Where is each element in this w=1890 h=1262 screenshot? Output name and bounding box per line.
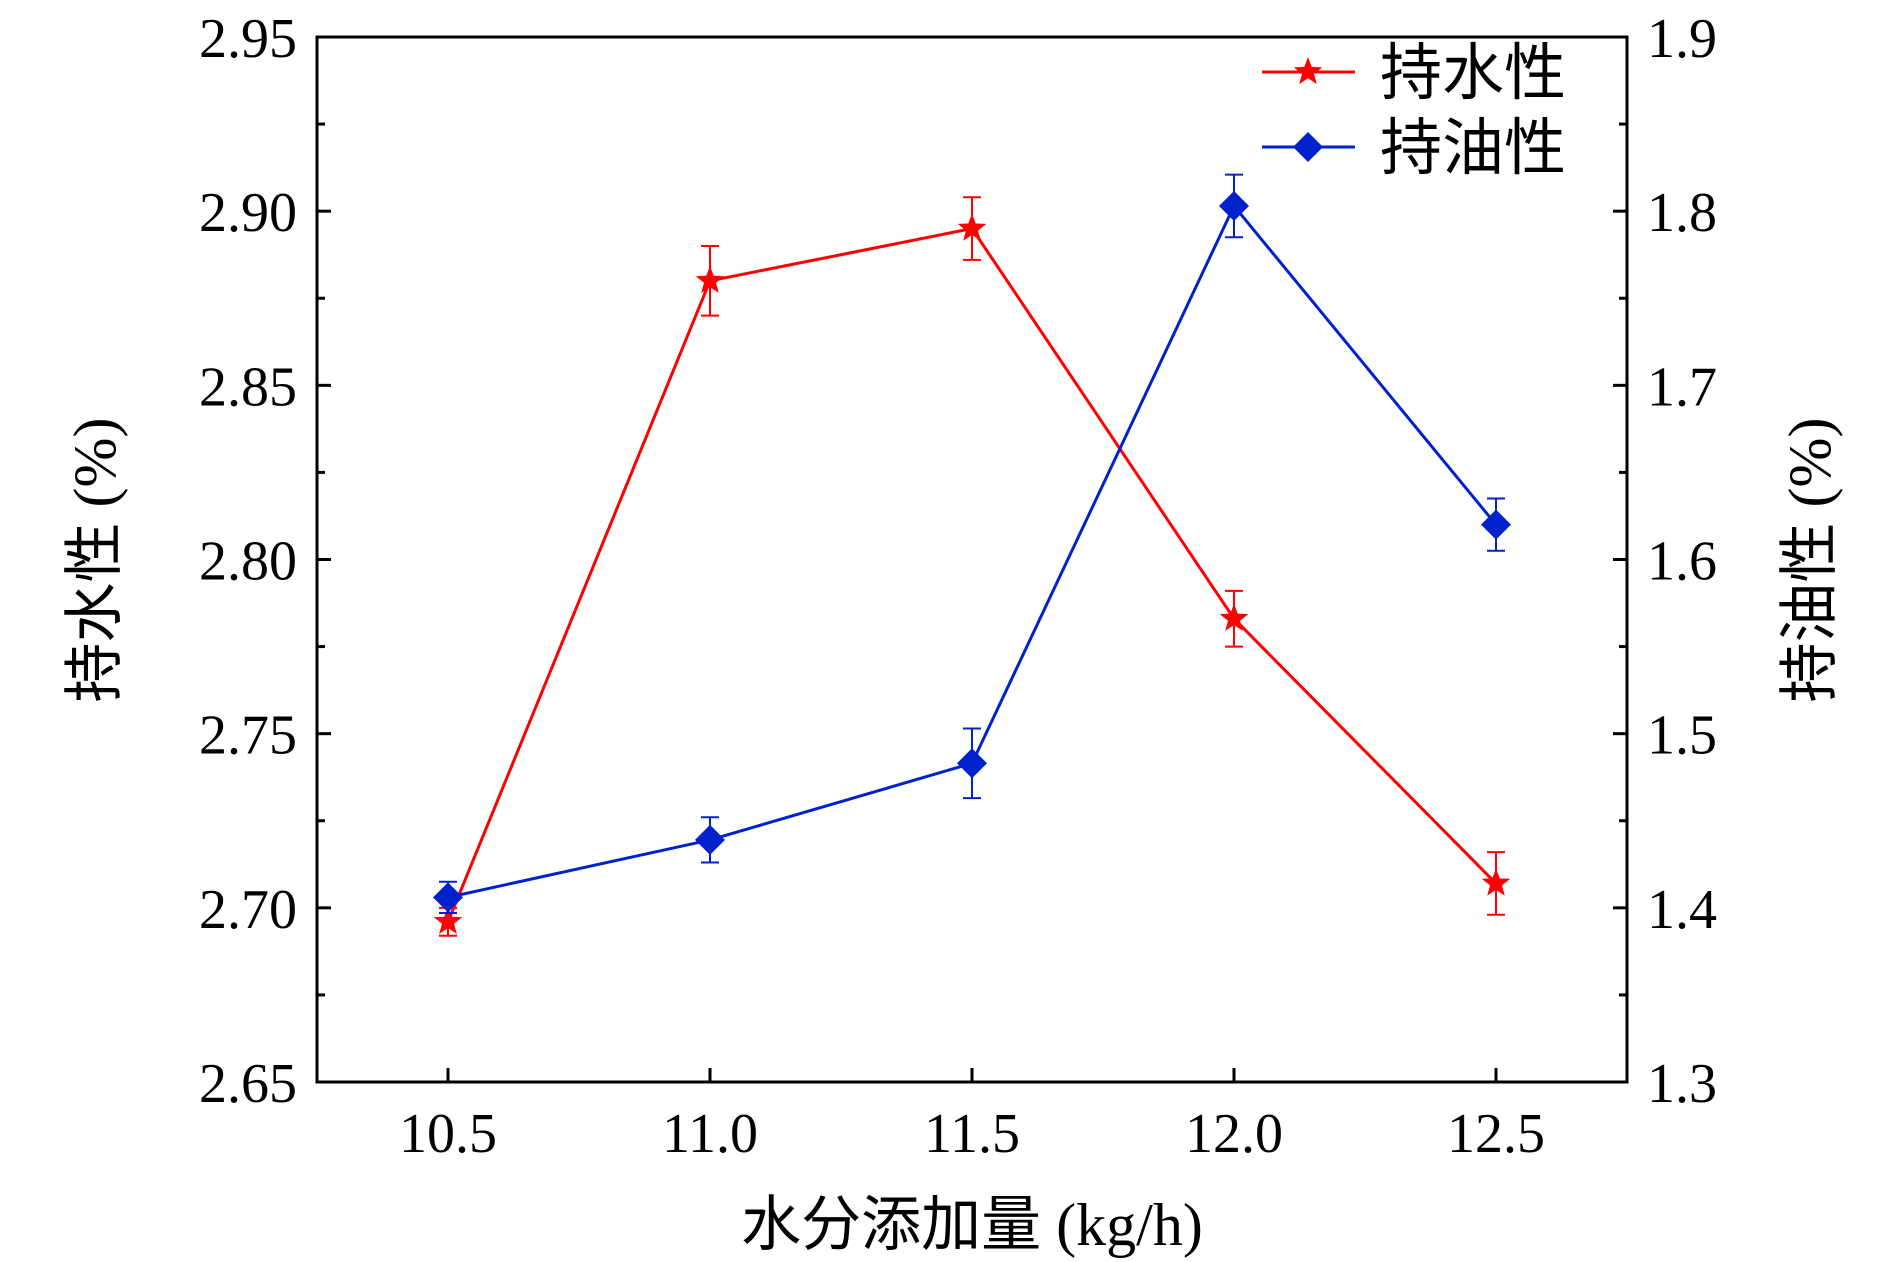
data-point [1219,603,1249,631]
data-point [1481,509,1511,540]
data-point [433,882,463,913]
data-point [695,265,725,293]
x-tick-label: 12.5 [1447,1103,1545,1165]
y-right-tick-label: 1.9 [1647,8,1717,70]
marks [433,173,1511,937]
y-right-tick-label: 1.3 [1647,1053,1717,1115]
y-right-tick-label: 1.5 [1647,705,1717,767]
data-point [695,824,725,855]
y-right-tick-label: 1.7 [1647,356,1717,418]
y-axis-left-label: 持水性 (%) [62,418,128,703]
data-point [957,213,987,241]
y-left-tick-label: 2.90 [199,182,297,244]
y-right-tick-label: 1.6 [1647,531,1717,593]
legend-marker-1 [1293,132,1323,162]
data-point [957,748,987,779]
x-tick-label: 11.5 [924,1103,1020,1165]
x-axis-label: 水分添加量 (kg/h) [741,1192,1203,1258]
y-left-tick-label: 2.65 [199,1053,297,1115]
y-left-tick-label: 2.80 [199,531,297,593]
y-left-tick-label: 2.85 [199,356,297,418]
data-point [1481,868,1511,896]
y-right-tick-label: 1.4 [1647,879,1717,941]
y-left-tick-label: 2.95 [199,8,297,70]
y-right-tick-label: 1.8 [1647,182,1717,244]
x-tick-label: 11.0 [662,1103,758,1165]
axes: 2.65 2.70 2.75 2.80 2.85 2.90 2.95 1.3 1.4 1.5 1.6… [199,8,1717,1165]
legend-label-1: 持油性 [1380,115,1566,183]
legend-label-0: 持水性 [1380,40,1566,108]
y-left-tick-label: 2.70 [199,879,297,941]
x-tick-label: 10.5 [399,1103,497,1165]
y-axis-right-label: 持油性 (%) [1777,418,1843,703]
plot-frame [315,35,1629,1084]
data-point [1219,190,1249,221]
data-point [433,906,463,934]
legend-marker-0 [1293,57,1323,85]
y-left-tick-label: 2.75 [199,705,297,767]
x-tick-label: 12.0 [1185,1103,1283,1165]
